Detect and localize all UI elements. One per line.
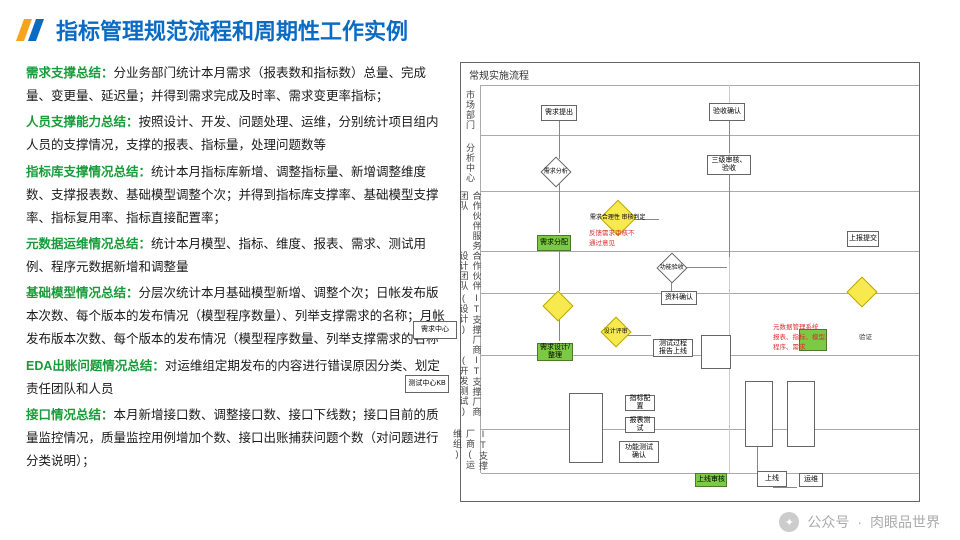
summary-section-5: EDA出账问题情况总结：对运维组定期发布的内容进行错误原因分类、划定责任团队和人… xyxy=(26,355,446,401)
node-label: 需求合理性 审核判定 xyxy=(590,215,646,222)
flow-node-n15: 报表测试 xyxy=(625,417,655,433)
lane-label-0: 市场部门 xyxy=(461,85,481,135)
header: 指标管理规范流程和周期性工作实例 xyxy=(0,0,960,46)
summary-section-1: 人员支撑能力总结：按照设计、开发、问题处理、运维，分别统计项目组内人员的支撑情况… xyxy=(26,111,446,157)
flowchart-column: 常规实施流程 市场部门分析中心合作伙伴服务团队合作伙伴设计团队IT支撑厂商(设计… xyxy=(460,62,944,502)
summary-section-0: 需求支撑总结：分业务部门统计本月需求（报表数和指标数）总量、完成量、变更量、延迟… xyxy=(26,62,446,108)
wechat-icon: ✦ xyxy=(779,512,799,532)
node-label: 需求分析 xyxy=(544,169,568,176)
flow-node-n21: 上线审核 xyxy=(695,473,727,487)
flow-node-n24: 上报提交 xyxy=(847,231,879,247)
lane-divider xyxy=(481,251,919,252)
summary-heading: 基础模型情况总结： xyxy=(26,286,139,300)
flow-node-n4: 三级审核、 验收 xyxy=(707,155,751,175)
content-area: 需求支撑总结：分业务部门统计本月需求（报表数和指标数）总量、完成量、变更量、延迟… xyxy=(0,46,960,502)
watermark-prefix: 公众号 xyxy=(807,512,849,532)
watermark: ✦ 公众号 · 肉眼品世界 xyxy=(779,512,940,532)
lane-label-5: IT支撑厂商(开发测试) xyxy=(461,355,481,429)
lane-divider xyxy=(481,191,919,192)
lane-label-1: 分析中心 xyxy=(461,135,481,191)
flow-node-n12: 测试过程 报告上线 xyxy=(653,339,693,357)
flow-node-n16: 功能测试 确认 xyxy=(619,441,659,463)
summary-section-2: 指标库支撑情况总结：统计本月指标库新增、调整指标量、新增调整维度数、支撑报表数、… xyxy=(26,161,446,230)
page-title: 指标管理规范流程和周期性工作实例 xyxy=(56,14,408,46)
flow-node-n3: 需求分析 xyxy=(540,156,571,187)
watermark-name: 肉眼品世界 xyxy=(870,512,940,532)
flow-node-n20: 上线 xyxy=(757,471,787,487)
flow-node-n8 xyxy=(542,290,573,321)
flow-node-n13 xyxy=(701,335,731,369)
flow-connector xyxy=(559,251,560,291)
flowchart-title: 常规实施流程 xyxy=(469,67,529,82)
header-stripes xyxy=(20,19,48,41)
summary-section-3: 元数据运维情况总结：统计本月模型、指标、维度、报表、需求、测试用例、程序元数据新… xyxy=(26,233,446,279)
lane-divider xyxy=(481,135,919,136)
lane-divider xyxy=(481,429,919,430)
summary-section-6: 接口情况总结：本月新增接口数、调整接口数、接口下线数；接口目前的质量监控情况，质… xyxy=(26,404,446,473)
flow-node-n18 xyxy=(745,381,773,447)
flow-node-n22: 运维 xyxy=(799,473,823,487)
lane-divider xyxy=(481,85,919,86)
lane-label-6: IT支撑厂商(运维组) xyxy=(461,429,481,473)
watermark-sep: · xyxy=(857,514,862,530)
flow-node-n10: 设计评审 xyxy=(600,316,631,347)
summary-heading: EDA出账问题情况总结： xyxy=(26,359,165,373)
flow-annotation: 验证 xyxy=(859,331,872,341)
flow-node-n14: 指标配置 xyxy=(625,395,655,411)
node-label: 功能验收 xyxy=(660,265,684,272)
flow-connector xyxy=(559,121,560,159)
flow-connector xyxy=(559,183,560,233)
flow-node-n17 xyxy=(569,393,603,463)
flow-connector xyxy=(729,173,730,257)
flow-node-n11: 需求设计/ 整理 xyxy=(537,343,573,361)
external-box: 测试中心KB xyxy=(405,375,449,393)
external-box: 需求中心 xyxy=(413,321,457,339)
lane-label-4: IT支撑厂商(设计) xyxy=(461,293,481,355)
flow-node-n7: 功能验收 xyxy=(656,252,687,283)
flow-node-n9: 资料确认 xyxy=(661,291,697,305)
summary-heading: 元数据运维情况总结： xyxy=(26,237,151,251)
flow-connector xyxy=(757,447,758,471)
flow-annotation: 反馈需求审核不通过意见 xyxy=(589,227,635,247)
flow-node-n2: 验收确认 xyxy=(709,103,745,121)
lane-label-2: 合作伙伴服务团队 xyxy=(461,191,481,251)
flow-node-n25 xyxy=(846,276,877,307)
flow-node-n1: 需求提出 xyxy=(541,105,577,121)
summary-heading: 人员支撑能力总结： xyxy=(26,115,139,129)
lane-label-3: 合作伙伴设计团队 xyxy=(461,251,481,293)
flow-node-n19 xyxy=(787,381,815,447)
summary-heading: 指标库支撑情况总结： xyxy=(26,165,151,179)
summary-heading: 需求支撑总结： xyxy=(26,66,114,80)
flow-annotation: 元数据管理系统报表、指标、模型、程序、需求 xyxy=(773,321,832,351)
summary-section-4: 基础模型情况总结：分层次统计本月基础模型新增、调整个次；日帐发布版本次数、每个版… xyxy=(26,282,446,351)
flow-connector xyxy=(773,487,797,488)
flowchart: 常规实施流程 市场部门分析中心合作伙伴服务团队合作伙伴设计团队IT支撑厂商(设计… xyxy=(460,62,920,502)
flow-node-n6: 需求分配 xyxy=(537,235,571,251)
summary-column: 需求支撑总结：分业务部门统计本月需求（报表数和指标数）总量、完成量、变更量、延迟… xyxy=(26,62,446,502)
node-label: 设计评审 xyxy=(604,329,628,336)
summary-heading: 接口情况总结： xyxy=(26,408,114,422)
